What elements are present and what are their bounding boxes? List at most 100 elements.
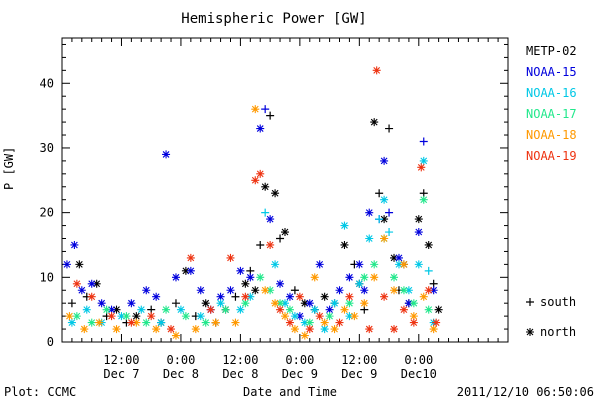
data-point [390, 253, 399, 262]
x-tick-label: Dec 8 [163, 367, 199, 381]
data-point [132, 318, 141, 327]
data-point [285, 305, 294, 314]
data-point [152, 292, 161, 301]
y-tick-label: 20 [40, 206, 54, 220]
data-point [345, 273, 354, 282]
data-point [315, 260, 324, 269]
data-point [261, 105, 270, 114]
data-point [266, 286, 275, 295]
legend-entry: NOAA-19 [526, 149, 577, 163]
data-point [127, 318, 136, 327]
data-point [231, 318, 240, 327]
data-point [216, 299, 225, 308]
data-point [390, 325, 399, 334]
data-point [107, 305, 116, 314]
data-point [375, 189, 384, 198]
data-point [305, 325, 314, 334]
data-point [256, 273, 265, 282]
data-point [216, 292, 225, 301]
data-point [186, 266, 195, 275]
data-point [370, 273, 379, 282]
data-point [414, 228, 423, 237]
data-point [261, 286, 270, 295]
data-point [70, 240, 79, 249]
data-point [256, 240, 265, 249]
data-point [171, 273, 180, 282]
x-tick-label: Dec10 [401, 367, 437, 381]
data-point [67, 299, 76, 308]
data-point [107, 312, 116, 321]
data-point [325, 305, 334, 314]
data-point [315, 312, 324, 321]
data-point [432, 318, 441, 327]
y-tick-label: 0 [47, 335, 54, 349]
y-tick-label: 30 [40, 141, 54, 155]
data-point [80, 325, 89, 334]
data-point [310, 273, 319, 282]
data-point [365, 234, 374, 243]
data-point [310, 305, 319, 314]
x-tick-label: 0:00 [404, 353, 433, 367]
data-point [380, 156, 389, 165]
data-point [251, 176, 260, 185]
data-point [394, 260, 403, 269]
data-point [276, 234, 285, 243]
data-point [409, 318, 418, 327]
data-point [276, 279, 285, 288]
data-point [246, 292, 255, 301]
data-point [82, 305, 91, 314]
data-point [300, 318, 309, 327]
data-point [112, 325, 121, 334]
data-point [285, 292, 294, 301]
y-tick-label: 40 [40, 76, 54, 90]
x-tick-label: Dec 9 [341, 367, 377, 381]
data-point [414, 215, 423, 224]
data-point [72, 279, 81, 288]
data-point [266, 215, 275, 224]
data-point [226, 253, 235, 262]
data-point [370, 118, 379, 127]
data-point [345, 292, 354, 301]
data-point [355, 260, 364, 269]
data-point [320, 318, 329, 327]
data-point [271, 299, 280, 308]
data-point [211, 318, 220, 327]
plot-credit: Plot: CCMC [4, 385, 77, 399]
data-point [152, 325, 161, 334]
data-point [142, 286, 151, 295]
data-point [241, 299, 250, 308]
data-point [526, 328, 534, 336]
data-point [417, 163, 426, 172]
data-point [320, 325, 329, 334]
data-point [305, 299, 314, 308]
y-axis-label: P [GW] [2, 146, 16, 190]
data-point [266, 111, 275, 120]
data-point [380, 234, 389, 243]
data-point [181, 312, 190, 321]
data-point [65, 312, 74, 321]
plot-frame [61, 37, 509, 343]
data-point [385, 208, 394, 217]
data-point [276, 299, 285, 308]
data-point [236, 305, 245, 314]
data-point [127, 299, 136, 308]
data-point [295, 312, 304, 321]
data-point [325, 312, 334, 321]
data-point [157, 318, 166, 327]
data-point [62, 260, 71, 269]
data-point [201, 299, 210, 308]
x-tick-label: 0:00 [166, 353, 195, 367]
legend-entry: METP-02 [526, 44, 577, 58]
data-point [350, 312, 359, 321]
data-point [345, 299, 354, 308]
data-point [360, 273, 369, 282]
data-point [271, 260, 280, 269]
data-point [360, 286, 369, 295]
data-point [390, 286, 399, 295]
x-tick-label: 12:00 [222, 353, 258, 367]
data-point [290, 312, 299, 321]
data-point [137, 305, 146, 314]
data-point [256, 124, 265, 133]
data-point [142, 318, 151, 327]
x-tick-label: 12:00 [103, 353, 139, 367]
